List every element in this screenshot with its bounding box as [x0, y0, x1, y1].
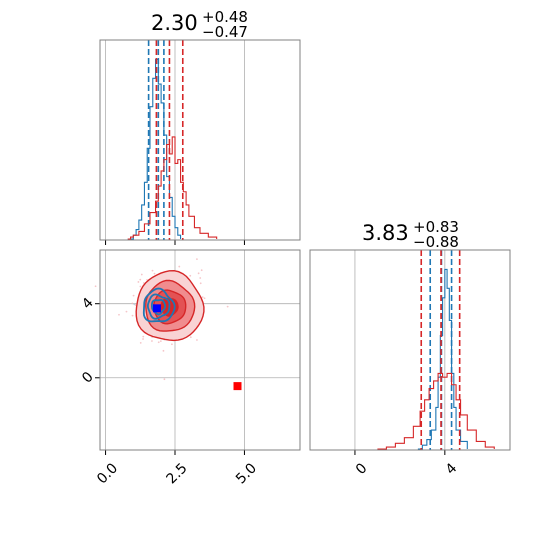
x-hist-bg — [100, 40, 300, 240]
panel-joint-contour: 0.0 2.5 5.0 0 4 — [79, 249, 301, 487]
joint-sample-point — [142, 335, 145, 338]
joint-frame — [99, 249, 301, 451]
joint-sample-point — [197, 272, 200, 275]
joint-sample-point — [142, 338, 144, 340]
joint-sample-point — [133, 303, 136, 306]
joint-blue-contour — [147, 293, 171, 320]
joint-sample-point — [196, 258, 198, 261]
joint-sample-point — [118, 313, 120, 316]
joint-sample-point — [159, 340, 162, 342]
y-hist-bg — [310, 250, 510, 450]
y-hist-tick-label: 4 — [443, 460, 461, 478]
joint-sample-point — [162, 349, 165, 352]
title-1-value: 2.30 — [151, 11, 198, 35]
y-hist-series-0 — [417, 268, 468, 450]
title-1-upper: +0.48 — [202, 8, 248, 26]
joint-sample-point — [131, 314, 134, 317]
joint-sample-point — [199, 277, 202, 279]
joint-sample-point — [151, 269, 154, 272]
joint-tick-label-y: 0 — [79, 369, 97, 387]
joint-sample-point — [139, 285, 142, 288]
joint-sample-point — [153, 272, 156, 275]
joint-sample-point — [163, 378, 166, 381]
joint-blue-contour — [142, 287, 176, 323]
x-hist-frame — [99, 39, 301, 241]
joint-sample-point — [139, 341, 142, 344]
joint-sample-point — [131, 302, 134, 305]
joint-sample-point — [199, 282, 202, 285]
joint-tick-label-x: 0.0 — [94, 460, 121, 487]
joint-sample-point — [137, 281, 140, 283]
title-2-value: 3.83 — [362, 221, 409, 245]
joint-bg — [100, 250, 300, 450]
title-param-1: 2.30 +0.48 −0.47 — [151, 8, 248, 41]
panel-x-histogram — [99, 39, 301, 245]
joint-marker — [233, 382, 242, 391]
joint-sample-point — [157, 341, 160, 344]
joint-sample-point — [200, 269, 203, 272]
joint-sample-point — [134, 304, 137, 306]
joint-sample-point — [132, 294, 135, 297]
title-1-lower: −0.47 — [202, 23, 248, 41]
joint-sample-point — [189, 274, 192, 277]
joint-sample-point — [94, 285, 97, 288]
joint-sample-point — [139, 278, 142, 281]
y-hist-frame — [309, 249, 511, 451]
title-param-2: 3.83 +0.83 −0.88 — [362, 218, 459, 251]
joint-tick-label-y: 4 — [79, 295, 97, 313]
title-2-lower: −0.88 — [413, 233, 459, 251]
joint-sample-point — [151, 340, 153, 342]
joint-tick-label-x: 5.0 — [233, 460, 260, 487]
joint-sample-point — [178, 265, 181, 268]
joint-sample-point — [203, 297, 206, 300]
joint-blue-contour — [151, 298, 166, 316]
joint-sample-point — [189, 336, 192, 339]
joint-sample-point — [140, 273, 143, 276]
x-hist-series-0 — [127, 58, 182, 240]
joint-sample-point — [201, 296, 204, 299]
joint-sample-point — [170, 343, 173, 346]
joint-sample-point — [226, 305, 229, 308]
y-hist-series-1 — [377, 372, 495, 450]
joint-sample-point — [196, 339, 198, 341]
joint-tick-label-x: 2.5 — [164, 460, 191, 487]
y-hist-tick-label: 0 — [353, 460, 371, 478]
title-2-upper: +0.83 — [413, 218, 459, 236]
joint-sample-point — [125, 310, 128, 313]
joint-marker — [152, 304, 161, 313]
